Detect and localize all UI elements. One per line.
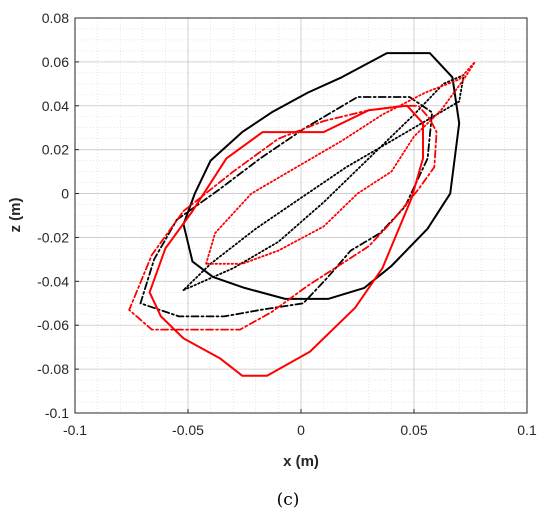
y-tick-label: 0.04 [42,98,69,114]
x-tick-label: -0.1 [63,422,87,438]
y-axis-label: z (m) [7,198,24,233]
x-tick-label: 0 [297,422,305,438]
series-line-2 [139,96,433,318]
y-tick-label: -0.1 [45,405,69,421]
y-tick-label: -0.06 [37,317,69,333]
y-tick-label: -0.08 [37,361,69,377]
y-tick-label: -0.04 [37,273,69,289]
series-line-4 [148,104,424,377]
series-layer [128,52,476,377]
x-tick-label: 0.05 [400,422,427,438]
series-line-6 [205,61,476,265]
series-line-1 [182,52,461,300]
x-tick-label: 0.1 [517,422,537,438]
x-tick-label: -0.05 [172,422,204,438]
x-axis-label: x (m) [283,453,319,470]
y-tick-label: 0.02 [42,142,69,158]
figure-caption: (c) [277,490,300,510]
y-tick-label: 0.06 [42,54,69,70]
x-tick-labels: -0.1 -0.05 0 0.05 0.1 [63,409,537,438]
y-tick-label: 0 [61,186,69,202]
y-tick-labels: -0.1 -0.08 -0.06 -0.04 -0.02 0 0.02 0.04 0.06 0.0… [37,10,79,421]
y-tick-label: -0.02 [37,229,69,245]
series-line-3 [182,74,465,291]
y-tick-label: 0.08 [42,10,69,26]
series-line-5 [128,104,438,331]
